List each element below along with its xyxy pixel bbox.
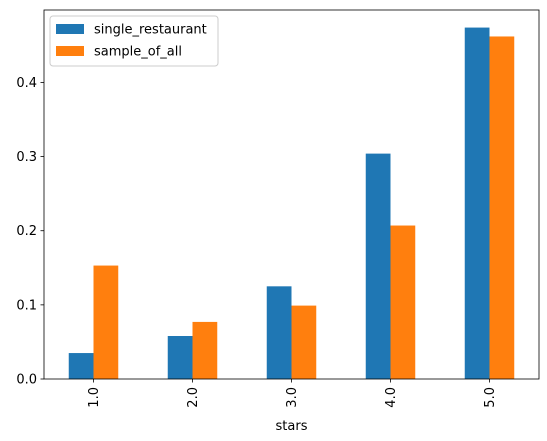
bar-single_restaurant-2.0 [167, 336, 193, 379]
y-tick-label: 0.4 [16, 76, 37, 91]
bar-sample_of_all-2.0 [192, 321, 218, 379]
x-tick-label: 5.0 [483, 387, 498, 408]
y-tick-label: 0.3 [16, 150, 37, 165]
x-axis-label: stars [276, 419, 308, 434]
bar-sample_of_all-5.0 [489, 36, 515, 379]
legend-swatch-single_restaurant [56, 24, 84, 34]
x-tick-label: 1.0 [87, 387, 102, 408]
bar-single_restaurant-1.0 [68, 353, 94, 379]
x-tick-label: 4.0 [384, 387, 399, 408]
bar-single_restaurant-4.0 [365, 153, 391, 379]
y-tick-label: 0.0 [16, 373, 37, 388]
bar-sample_of_all-4.0 [390, 225, 416, 379]
bar-single_restaurant-3.0 [266, 286, 292, 379]
y-tick-label: 0.1 [16, 298, 37, 313]
y-tick-label: 0.2 [16, 224, 37, 239]
bar-single_restaurant-5.0 [464, 27, 490, 379]
bar-sample_of_all-3.0 [291, 305, 317, 379]
ticks-layer: 0.0 0.1 0.2 0.3 0.4 1.0 2.0 3.0 4.0 5.0 [16, 76, 498, 408]
bar-sample_of_all-1.0 [93, 265, 119, 379]
legend-label-single_restaurant: single_restaurant [94, 23, 207, 38]
bars-layer [68, 27, 515, 379]
legend-box [49, 15, 219, 67]
x-tick-label: 3.0 [285, 387, 300, 408]
legend-swatch-sample_of_all [56, 46, 84, 56]
legend-label-sample_of_all: sample_of_all [94, 45, 182, 60]
x-tick-label: 2.0 [186, 387, 201, 408]
legend: single_restaurant sample_of_all [49, 15, 219, 67]
